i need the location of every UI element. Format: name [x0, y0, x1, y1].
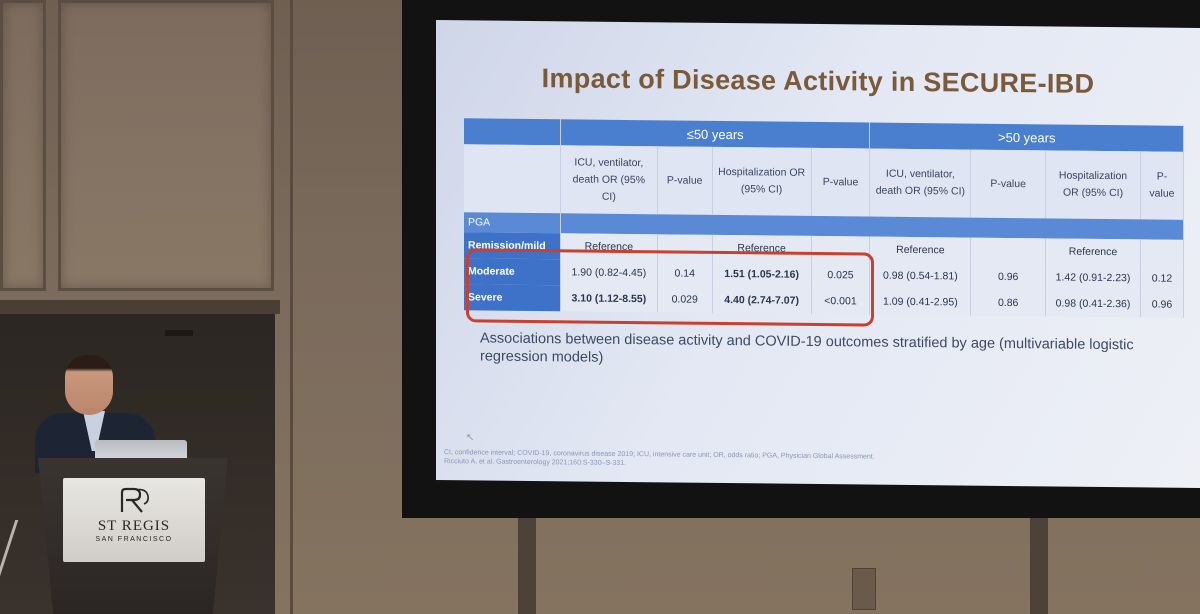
wall-panel-left [0, 0, 46, 291]
speaker-head [65, 355, 113, 415]
slide-caption: Associations between disease activity an… [480, 330, 1134, 366]
wall-outlet [852, 568, 876, 610]
cell-hosp-gt50: Reference [1045, 238, 1141, 266]
cell-icu-gt50: Reference [869, 236, 971, 264]
venue-city: SAN FRANCISCO [95, 536, 173, 543]
venue-plaque: ST REGIS SAN FRANCISCO [63, 478, 205, 562]
cell-p4 [1140, 239, 1184, 266]
group-le50-header: ≤50 years [560, 119, 870, 149]
presentation-slide: Impact of Disease Activity in SECURE-IBD… [436, 19, 1200, 489]
col-header-p: P-value [970, 149, 1046, 219]
col-header-p: P-value [657, 146, 713, 215]
wall-panel-center [58, 0, 274, 291]
cell-icu-gt50: 1.09 (0.41-2.95) [869, 288, 971, 316]
laptop [95, 440, 187, 462]
wall-seam [290, 0, 293, 614]
cell-icu-gt50: 0.98 (0.54-1.81) [869, 262, 971, 290]
col-header-p: P-value [811, 147, 870, 217]
cell-p3: 0.96 [970, 263, 1046, 291]
cell-hosp-gt50: 0.98 (0.41-2.36) [1045, 290, 1141, 318]
col-header-icu: ICU, ventilator, death OR (95% CI) [560, 145, 658, 215]
door-frame [0, 300, 280, 314]
cell-p3: 0.86 [970, 289, 1046, 317]
st-regis-logo-icon [120, 487, 149, 513]
mouse-pointer-icon: ↖ [466, 432, 475, 444]
wall-vent [165, 330, 193, 336]
cell-hosp-gt50: 1.42 (0.91-2.23) [1045, 264, 1141, 292]
col-header-hosp: Hospitalization OR (95% CI) [712, 146, 812, 216]
col-header-p: P-value [1140, 151, 1184, 220]
highlight-box [466, 248, 874, 327]
col-header-icu: ICU, ventilator, death OR (95% CI) [869, 148, 971, 218]
cell-p4: 0.12 [1140, 265, 1184, 292]
cell-p3 [970, 237, 1046, 265]
table-column-header-row: ICU, ventilator, death OR (95% CI) P-val… [464, 144, 1184, 220]
group-gt50-header: >50 years [869, 122, 1184, 152]
pga-label: PGA [464, 212, 561, 234]
col-header-hosp: Hospitalization OR (95% CI) [1045, 150, 1141, 220]
cell-p4: 0.96 [1140, 291, 1184, 318]
screen-stand-leg [1030, 518, 1048, 614]
screen-stand-leg [518, 518, 536, 614]
slide-footnote: CI, confidence interval; COVID-19, coron… [444, 448, 1164, 474]
venue-brand: ST REGIS [97, 518, 171, 534]
slide-title: Impact of Disease Activity in SECURE-IBD [541, 63, 1095, 99]
